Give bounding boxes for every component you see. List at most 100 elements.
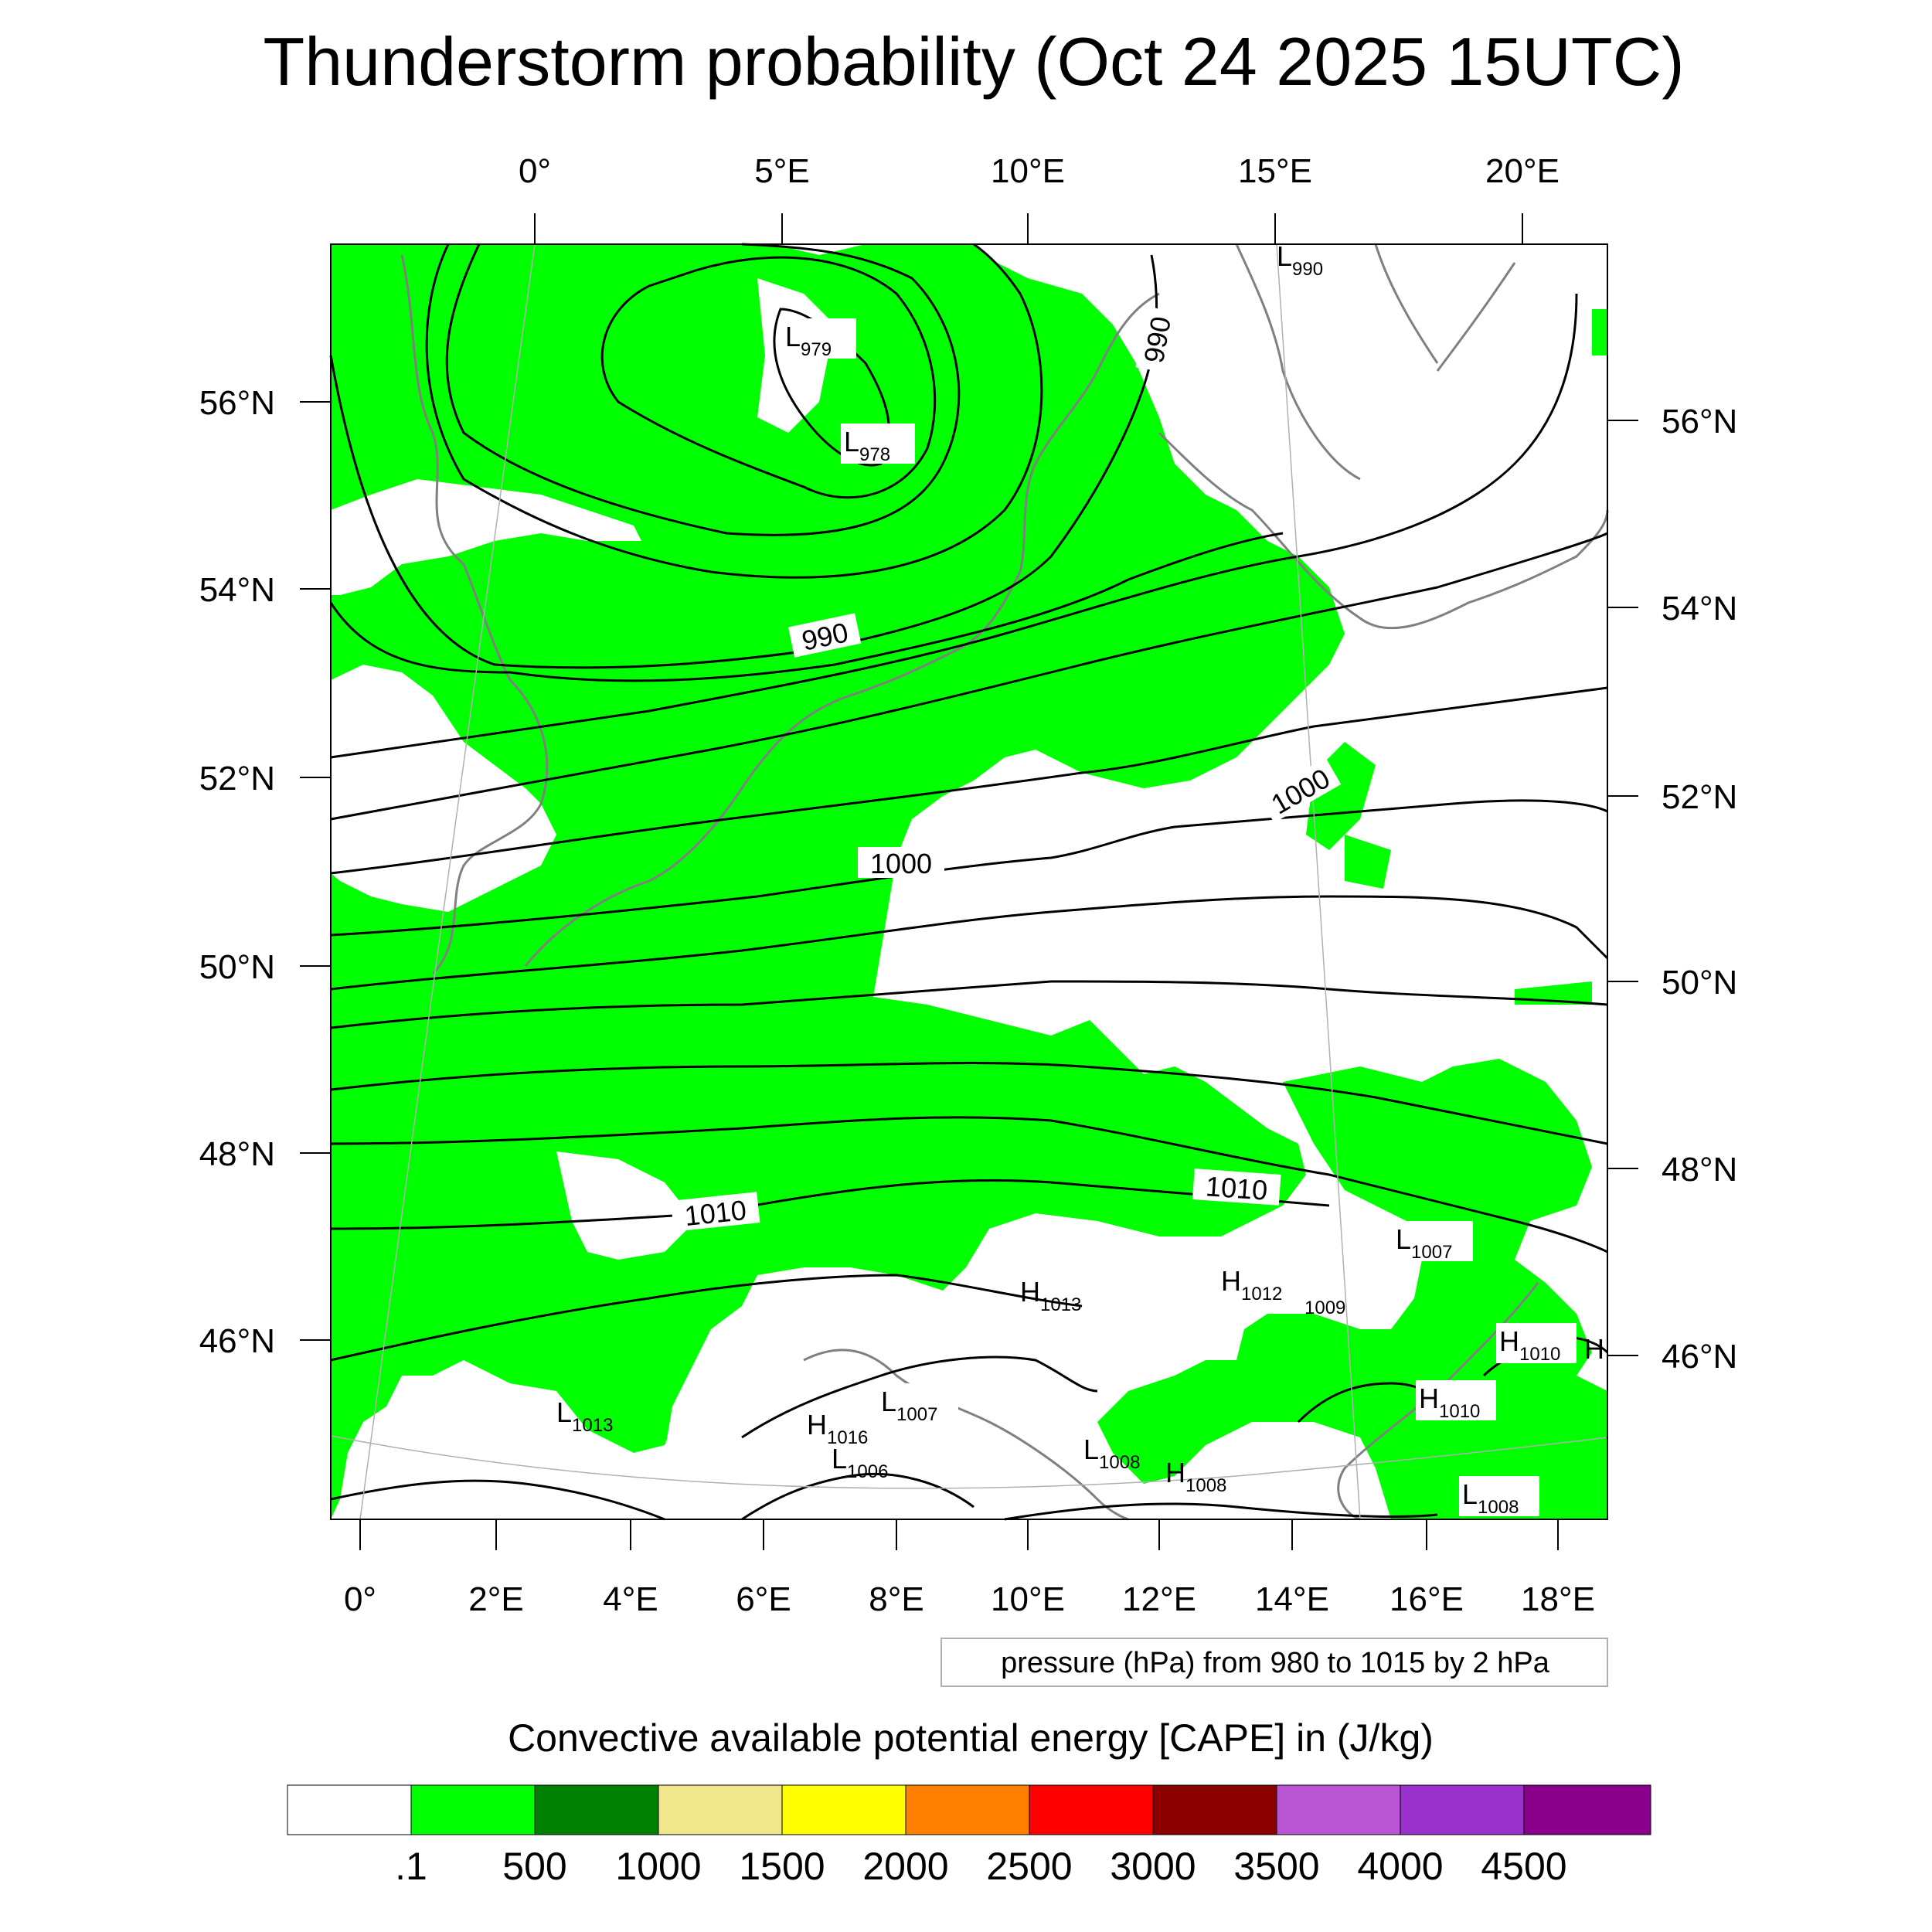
lat-label: 54°N [1662, 590, 1737, 628]
coast-continent [524, 292, 1160, 967]
isobar-992 [329, 532, 1284, 682]
svg-text:L1007: L1007 [881, 1386, 937, 1425]
center-value: 1006 [847, 1461, 888, 1482]
colorbar-title: Convective available potential energy [C… [508, 1716, 1434, 1760]
contour-label: 1010 [670, 1192, 760, 1232]
colorbar-box [781, 1784, 906, 1835]
lon-label: 10°E [991, 152, 1065, 190]
center-value: 1008 [1185, 1475, 1226, 1496]
contour-label: 990 [1135, 306, 1177, 373]
right-ticks [1607, 420, 1638, 1356]
svg-text:L979: L979 [785, 321, 832, 360]
isobar-ring-1 [600, 256, 937, 499]
pressure-center: H1010 [1496, 1323, 1577, 1365]
center-value: 978 [859, 444, 890, 465]
colorbar-tick: 4500 [1481, 1845, 1566, 1888]
pressure-center: L979 [782, 318, 856, 360]
isobar-1012 [330, 1274, 1083, 1362]
colorbar-box [410, 1784, 536, 1835]
lat-label: 46°N [199, 1322, 275, 1360]
center-value: 1013 [1040, 1294, 1081, 1315]
center-value: 990 [1292, 259, 1323, 280]
meridian-15 [1276, 243, 1361, 1520]
colorbar-box [1523, 1784, 1651, 1835]
colorbar-box [1276, 1784, 1401, 1835]
lon-label: 4°E [603, 1580, 658, 1618]
isobar-ring-3 [425, 243, 1043, 579]
pressure-center: 1009 [1304, 1298, 1345, 1318]
center-value: 979 [801, 339, 832, 360]
center-value: 1013 [572, 1415, 613, 1436]
center-letter: H [1419, 1383, 1439, 1414]
meridian-0 [359, 243, 536, 1520]
coast-baltic [1158, 431, 1609, 630]
map-panel: 990 990 1000 1000 1010 1010 [329, 240, 1609, 1521]
colorbar-box [658, 1784, 783, 1835]
coast-mediterranean [803, 1349, 1129, 1521]
lon-label: 20°E [1485, 152, 1560, 190]
right-lat-labels: 56°N 54°N 52°N 50°N 48°N 46°N [1662, 403, 1737, 1376]
graticule [330, 243, 1608, 1520]
pressure-center: L1006 [832, 1443, 888, 1482]
lon-label: 6°E [736, 1580, 791, 1618]
center-letter: H [1584, 1333, 1604, 1365]
parallel-45 [330, 1435, 1608, 1489]
center-value: 1012 [1241, 1284, 1282, 1304]
center-letter: H [1020, 1276, 1040, 1308]
pressure-center: L1008 [1083, 1434, 1140, 1473]
center-value: 1010 [1439, 1401, 1480, 1422]
lon-label: 15°E [1238, 152, 1312, 190]
center-letter: L [832, 1443, 847, 1475]
isobar-1006 [330, 1062, 1608, 1145]
isobar-south-1 [741, 1355, 1098, 1439]
coast-scandinavia [1235, 243, 1516, 481]
colorbar-box [1029, 1784, 1154, 1835]
left-ticks [300, 401, 331, 1341]
center-letter: L [556, 1396, 572, 1428]
svg-text:H1010: H1010 [1419, 1383, 1480, 1422]
lon-label: 8°E [869, 1580, 923, 1618]
isobar-994 [330, 293, 1578, 759]
pressure-center: H1010 [1416, 1380, 1496, 1422]
contour-info-box: pressure (hPa) from 980 to 1015 by 2 hPa [940, 1638, 1608, 1687]
colorbar-tick: 2500 [986, 1845, 1072, 1888]
svg-text:H1010: H1010 [1499, 1325, 1560, 1365]
contour-label: 1010 [1192, 1168, 1281, 1206]
top-ticks [534, 213, 1523, 244]
center-letter: H [1221, 1265, 1241, 1297]
contour-label-text: 1010 [683, 1194, 748, 1232]
pressure-center: H1008 [1165, 1457, 1226, 1496]
center-letter: L [1462, 1478, 1478, 1510]
lon-label: 5°E [754, 152, 809, 190]
isobars [329, 243, 1609, 1521]
isobar-996 [330, 532, 1608, 821]
bottom-ticks [359, 1519, 1559, 1550]
axes [300, 213, 1638, 1550]
pressure-center: L1007 [1393, 1221, 1473, 1263]
pressure-center: H [1584, 1333, 1604, 1365]
isobar-998 [330, 686, 1608, 875]
colorbar-tick: 3500 [1233, 1845, 1319, 1888]
pressure-center: H1016 [807, 1409, 868, 1448]
lat-label: 52°N [199, 760, 275, 798]
svg-text:L1013: L1013 [556, 1396, 613, 1436]
svg-text:L978: L978 [844, 426, 890, 465]
center-value: 1008 [1478, 1497, 1519, 1518]
svg-text:H1012: H1012 [1221, 1265, 1282, 1304]
lat-label: 56°N [1662, 403, 1737, 440]
svg-text:L1008: L1008 [1462, 1478, 1519, 1518]
gap-3 [556, 1151, 696, 1260]
lat-label: 48°N [1662, 1151, 1737, 1189]
center-value: 1010 [1519, 1344, 1560, 1365]
center-value: 1016 [827, 1427, 868, 1448]
center-letter: L [844, 426, 859, 457]
gap-1 [331, 479, 641, 595]
pressure-center: L1007 [878, 1383, 958, 1425]
center-letter: L [1277, 240, 1292, 272]
pressure-center: H1013 [1020, 1276, 1081, 1315]
colorbar-ticks: .1 500 1000 1500 2000 2500 3000 3500 400… [395, 1845, 1566, 1888]
svg-text:H1013: H1013 [1020, 1276, 1081, 1315]
contour-label: 1000 [858, 847, 944, 879]
bottom-lon-labels: 0° 2°E 4°E 6°E 8°E 10°E 12°E 14°E 16°E 1… [344, 1580, 1595, 1618]
